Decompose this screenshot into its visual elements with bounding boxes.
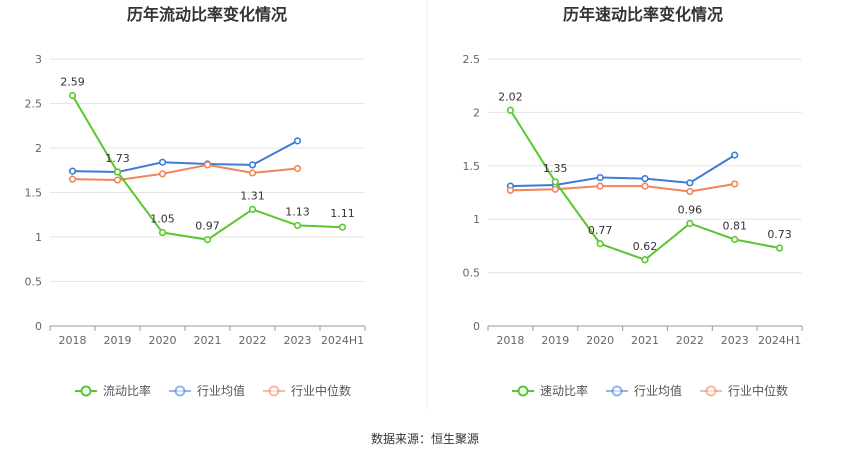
data-point — [68, 91, 77, 100]
data-point — [113, 168, 122, 176]
chart-title: 历年流动比率变化情况 — [127, 5, 287, 24]
y-tick-label: 0.5 — [25, 276, 43, 289]
data-label: 1.31 — [240, 189, 265, 202]
current-ratio-chart: 历年流动比率变化情况 0 0.5 1 1.5 2 2.5 3 2018 2019 2020 2021 2… — [25, 5, 366, 398]
data-point — [203, 161, 212, 169]
x-tick-label: 2022 — [239, 334, 267, 347]
y-tick-label: 2.5 — [25, 98, 43, 111]
x-tick-label: 2023 — [721, 334, 749, 347]
data-point — [248, 161, 257, 169]
data-point — [731, 235, 739, 244]
data-point — [686, 179, 694, 187]
data-point — [596, 240, 604, 248]
y-tick-label: 2.5 — [463, 53, 481, 66]
data-point — [293, 164, 302, 173]
x-tick-label: 2020 — [586, 334, 614, 347]
legend-label: 行业均值 — [634, 383, 682, 398]
legend-label: 行业中位数 — [728, 383, 788, 398]
series-line — [72, 139, 298, 174]
data-point — [248, 169, 257, 177]
data-label: 0.73 — [767, 228, 792, 241]
data-point — [506, 186, 515, 194]
data-label: 2.59 — [60, 75, 85, 88]
legend-marker — [174, 385, 186, 397]
y-tick-label: 1.5 — [463, 160, 481, 173]
data-point — [551, 178, 559, 186]
data-point — [686, 187, 694, 196]
x-tick-label: 2018 — [496, 334, 524, 347]
x-tick-label: 2024H1 — [321, 334, 364, 347]
x-tick-label: 2019 — [104, 334, 132, 347]
data-label: 0.62 — [633, 240, 658, 253]
x-tick-label: 2020 — [149, 334, 177, 347]
data-label: 1.35 — [543, 162, 568, 175]
x-tick-label: 2021 — [631, 334, 659, 347]
x-tick-label: 2024H1 — [758, 334, 801, 347]
y-tick-label: 3 — [35, 53, 42, 66]
data-point — [338, 223, 347, 231]
legend-marker — [611, 385, 623, 397]
legend-label: 速动比率 — [540, 383, 588, 398]
data-point — [158, 158, 167, 166]
x-tick-label: 2022 — [676, 334, 704, 347]
y-tick-label: 1.5 — [25, 187, 43, 200]
y-tick-label: 2 — [35, 142, 42, 155]
data-point — [775, 244, 784, 252]
data-point — [686, 219, 694, 228]
legend-marker — [80, 385, 92, 397]
legend-marker — [517, 385, 529, 397]
x-tick-label: 2019 — [541, 334, 569, 347]
quick-ratio-chart: 历年速动比率变化情况 0 0.5 1 1.5 2 2.5 2018 2019 2020 2021 20… — [463, 5, 803, 398]
legend-marker — [705, 385, 717, 397]
y-tick-label: 0.5 — [463, 267, 481, 280]
data-label: 2.02 — [498, 90, 523, 103]
data-point — [203, 236, 212, 244]
y-tick-label: 2 — [473, 106, 480, 119]
data-point — [596, 173, 604, 182]
data-label: 1.11 — [330, 207, 355, 220]
data-point — [293, 221, 302, 230]
series-line — [72, 163, 298, 182]
data-point — [506, 106, 515, 114]
data-point — [731, 180, 739, 188]
legend-label: 行业中位数 — [291, 383, 351, 398]
data-point — [293, 137, 302, 145]
data-point — [248, 205, 257, 214]
data-point — [641, 182, 649, 190]
data-point — [68, 175, 77, 183]
data-label: 0.77 — [588, 224, 613, 237]
legend-marker — [268, 385, 280, 397]
series-line — [510, 182, 735, 193]
data-point — [113, 176, 122, 184]
data-label: 0.81 — [722, 219, 747, 232]
y-tick-label: 1 — [473, 213, 480, 226]
series-line — [510, 154, 736, 188]
data-point — [158, 228, 167, 237]
data-label: 1.05 — [150, 213, 175, 226]
legend-label: 行业均值 — [197, 383, 245, 398]
data-point — [641, 256, 649, 264]
chart-title: 历年速动比率变化情况 — [563, 5, 723, 24]
data-label: 0.97 — [195, 220, 220, 233]
y-tick-label: 0 — [473, 320, 480, 333]
data-point — [68, 167, 77, 175]
x-tick-label: 2018 — [59, 334, 87, 347]
y-tick-label: 0 — [35, 320, 42, 333]
data-point — [731, 151, 739, 159]
data-point — [158, 170, 167, 178]
data-point — [596, 182, 604, 190]
legend-label: 流动比率 — [103, 383, 151, 398]
data-point — [641, 175, 649, 183]
data-point — [551, 185, 559, 193]
y-tick-label: 1 — [35, 231, 42, 244]
data-label: 1.73 — [105, 152, 130, 165]
x-tick-label: 2021 — [194, 334, 222, 347]
x-tick-label: 2023 — [284, 334, 312, 347]
data-label: 0.96 — [678, 203, 703, 216]
data-label: 1.13 — [285, 205, 310, 218]
source-note: 数据来源：恒生聚源 — [371, 431, 479, 446]
